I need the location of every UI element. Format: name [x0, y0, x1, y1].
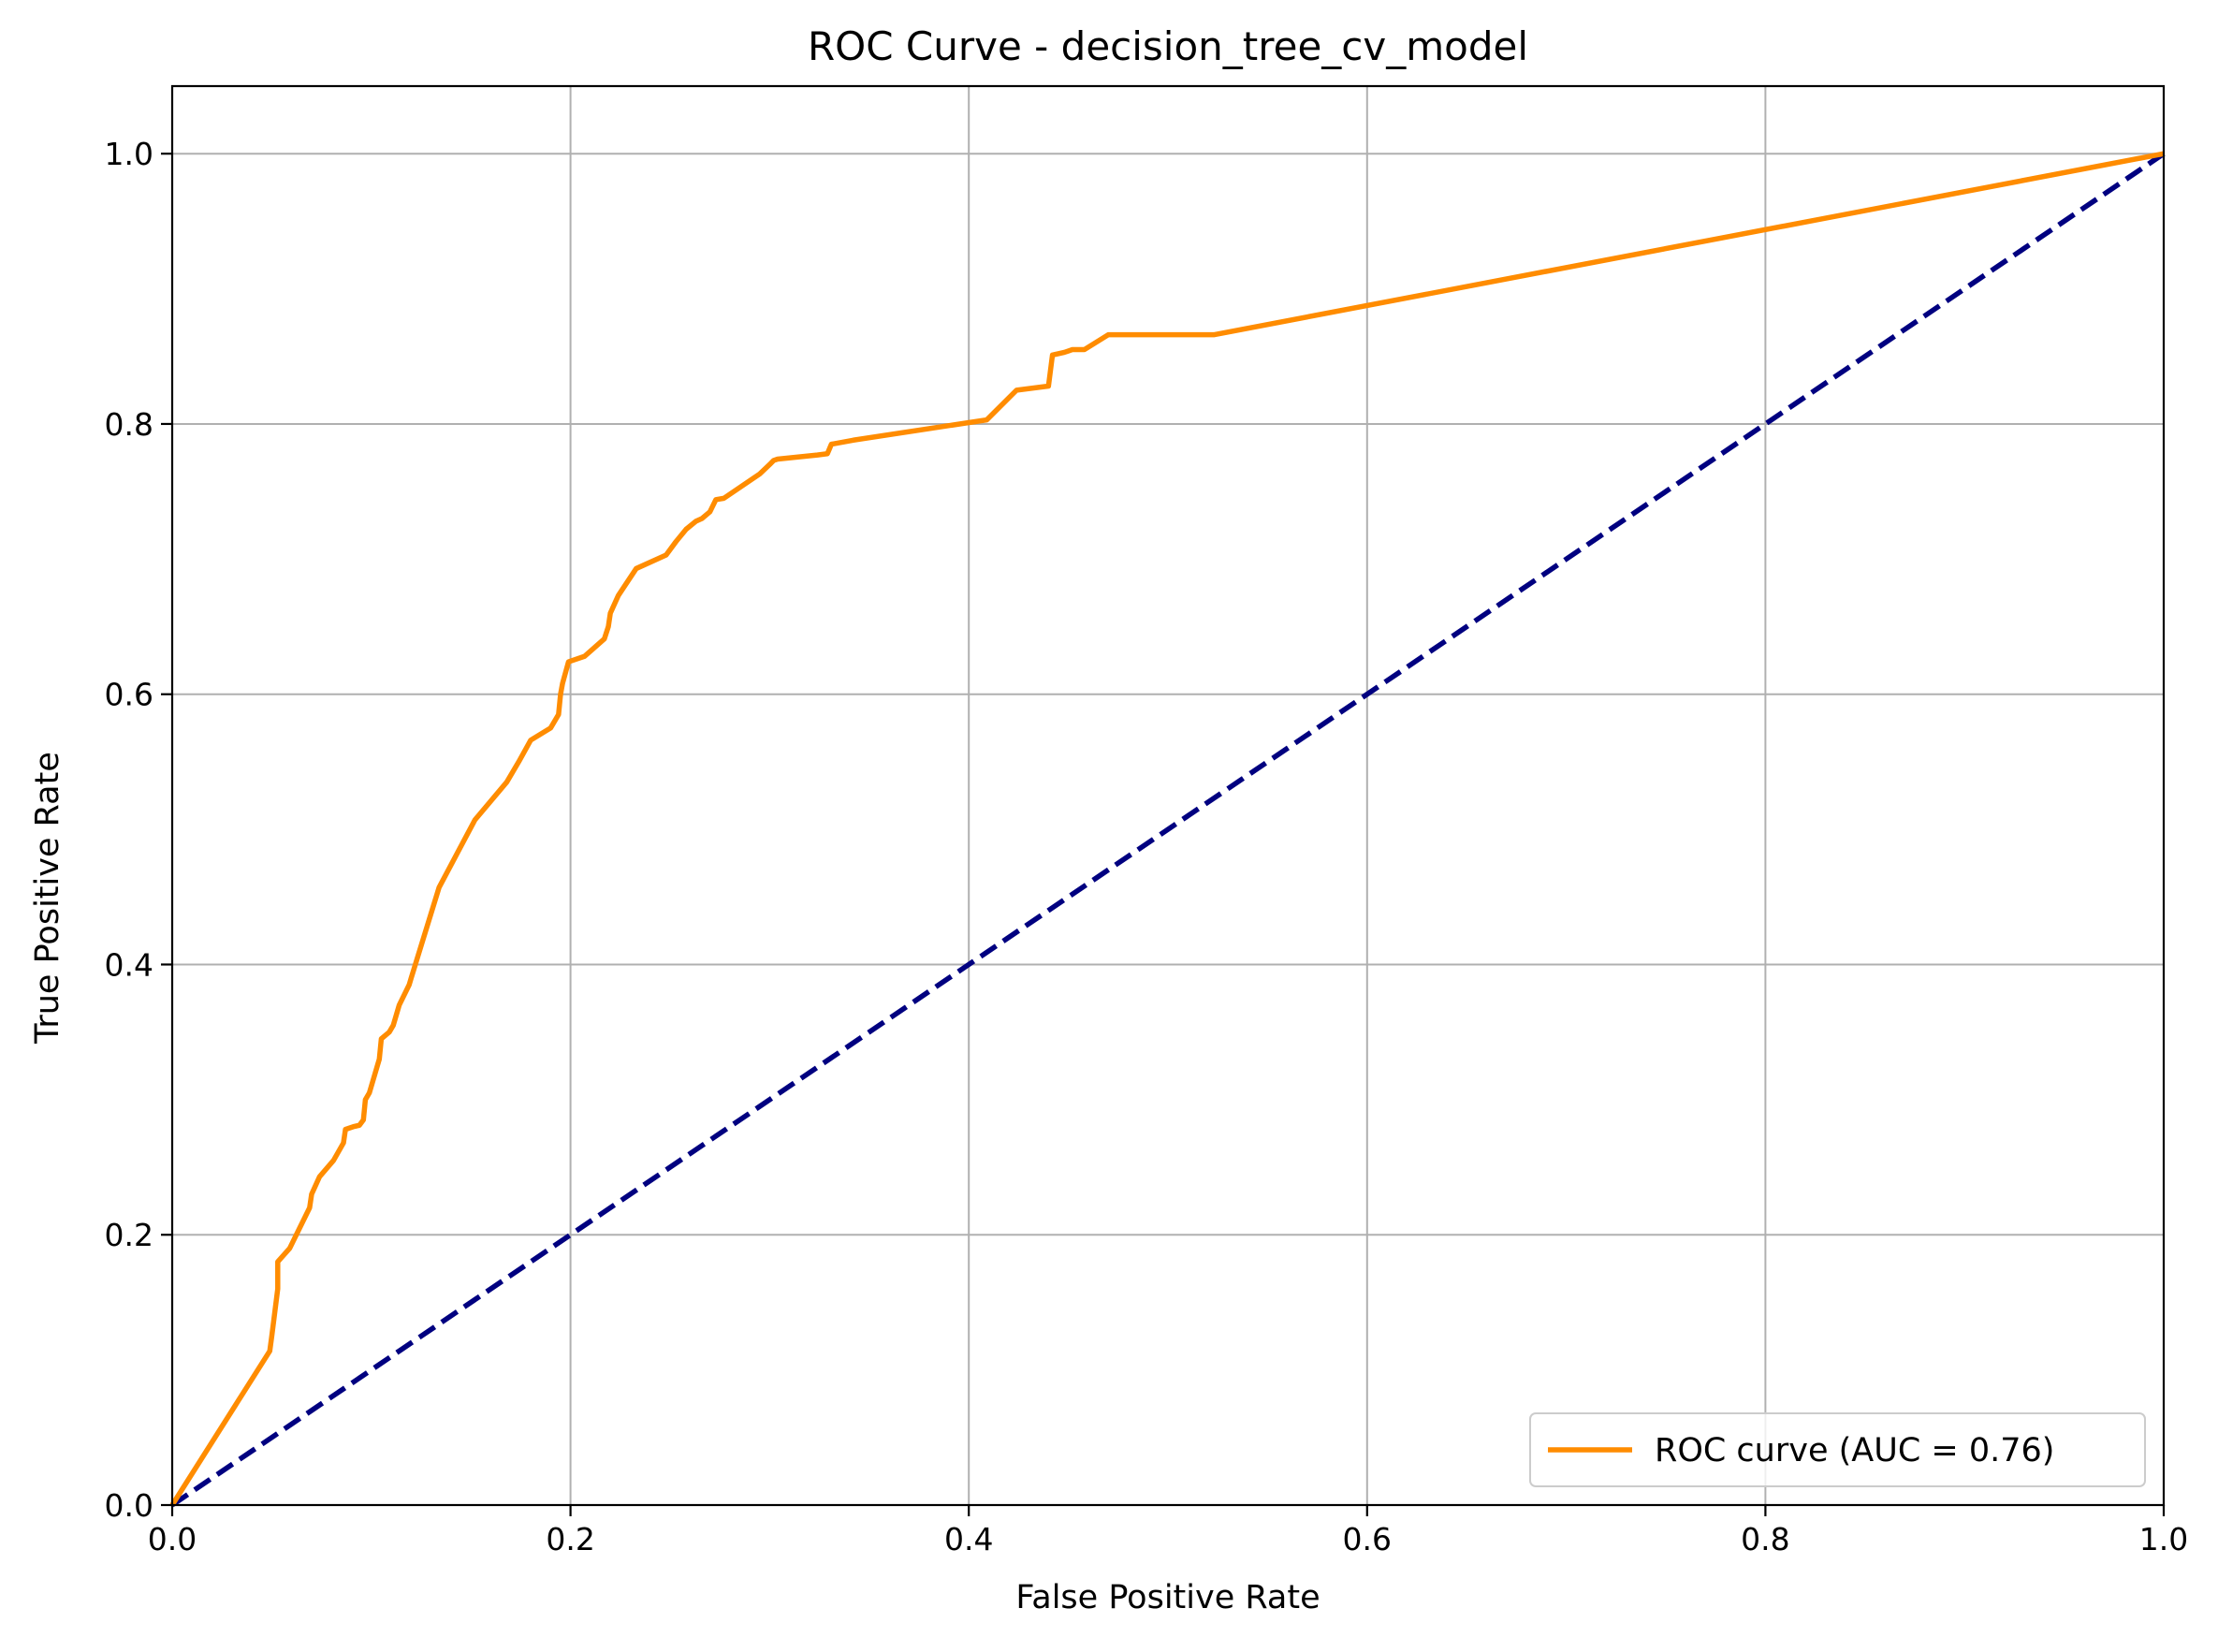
y-tick-label-1: 0.2: [105, 1217, 153, 1253]
x-tick-label-2: 0.4: [944, 1521, 993, 1557]
legend-roc-label: ROC curve (AUC = 0.76): [1655, 1432, 2054, 1469]
y-axis-label: True Positive Rate: [29, 752, 66, 1045]
legend: ROC curve (AUC = 0.76): [1529, 1412, 2146, 1487]
x-tick-label-3: 0.6: [1343, 1521, 1392, 1557]
x-tick-label-1: 0.2: [546, 1521, 594, 1557]
y-tick-label-4: 0.8: [105, 406, 153, 443]
series-lines: [169, 151, 2166, 1508]
roc-curve-line: [169, 151, 2165, 1507]
y-tick-label-0: 0.0: [105, 1487, 153, 1524]
axis-ticks: 0.0 0.2 0.4 0.6 0.8 1.0 0.0 0.2 0.4 0.6 0.8 1.0: [105, 136, 2189, 1557]
x-tick-label-4: 0.8: [1741, 1521, 1789, 1557]
y-tick-label-3: 0.6: [105, 677, 153, 713]
x-tick-label-0: 0.0: [148, 1521, 197, 1557]
y-tick-label-5: 1.0: [105, 136, 153, 172]
chart-title: ROC Curve - decision_tree_cv_model: [808, 23, 1528, 69]
x-tick-label-5: 1.0: [2139, 1521, 2188, 1557]
plot-frame: [170, 84, 2166, 1507]
legend-box: [1529, 1412, 2146, 1487]
x-axis-label: False Positive Rate: [1015, 1579, 1320, 1616]
y-tick-label-2: 0.4: [105, 946, 153, 983]
chance-diagonal-line: [170, 151, 2166, 1508]
